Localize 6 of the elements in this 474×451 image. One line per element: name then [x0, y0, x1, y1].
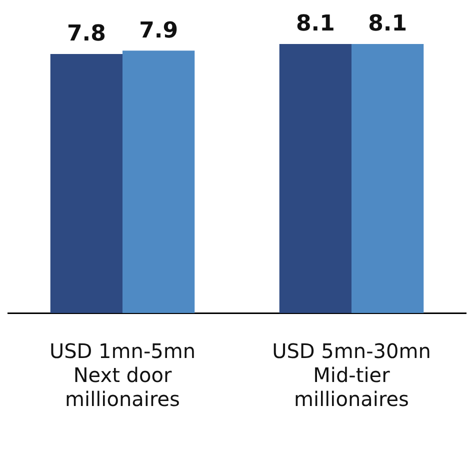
data-label: 7.8 — [66, 22, 106, 47]
data-label: 8.1 — [368, 12, 408, 37]
data-label: 7.9 — [139, 18, 178, 44]
data-label: 8.1 — [296, 12, 335, 37]
x-tick-label: USD 1mn-5mn Next door millionaires — [49, 339, 196, 412]
x-tick-label: USD 5mn-30mn Mid-tier millionaires — [272, 339, 431, 412]
